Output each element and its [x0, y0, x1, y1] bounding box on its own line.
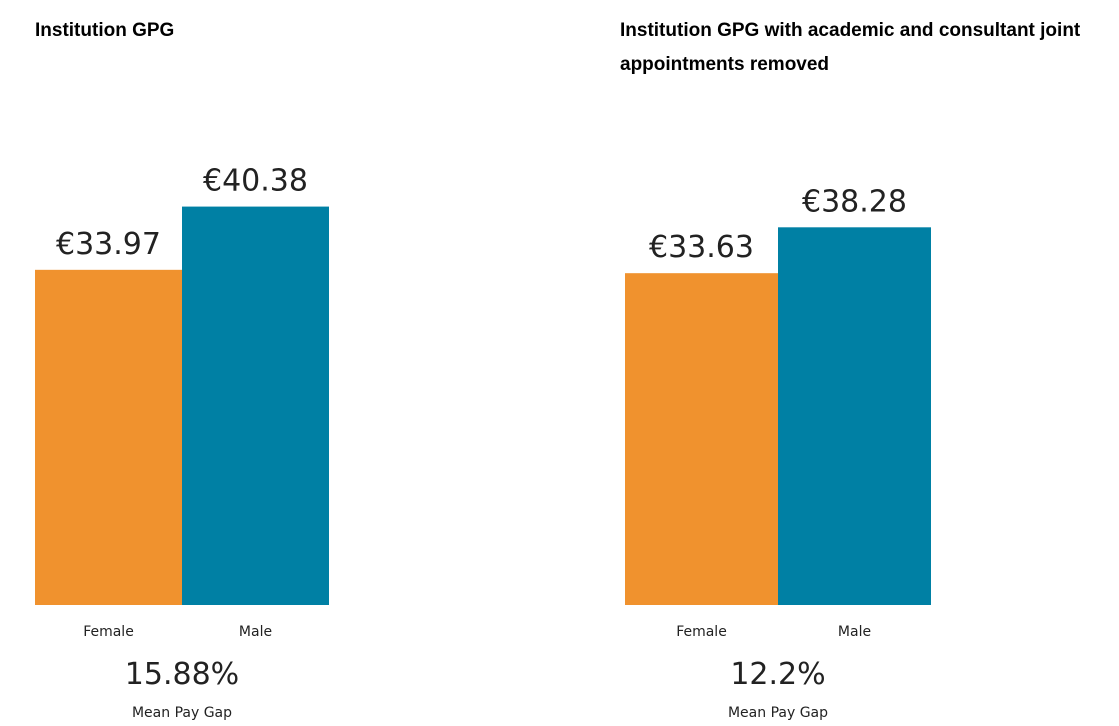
chart-title: Institution GPG with academic and consul… — [620, 20, 1081, 75]
value-label: €33.97 — [56, 227, 161, 262]
gap-value: 12.2% — [730, 657, 825, 692]
chart-title: Institution GPG — [35, 20, 174, 41]
gap-label: Mean Pay Gap — [132, 705, 232, 721]
x-tick-label: Female — [83, 624, 134, 640]
gap-value: 15.88% — [125, 657, 239, 692]
bar — [182, 206, 329, 606]
value-label: €33.63 — [649, 230, 754, 265]
value-label: €40.38 — [203, 164, 308, 199]
value-label: €38.28 — [802, 184, 907, 219]
gap-label: Mean Pay Gap — [728, 705, 828, 721]
x-tick-label: Male — [239, 624, 272, 640]
x-tick-label: Female — [676, 624, 727, 640]
bar — [625, 273, 778, 605]
bar — [778, 227, 931, 605]
bar — [35, 269, 182, 605]
x-tick-label: Male — [838, 624, 871, 640]
